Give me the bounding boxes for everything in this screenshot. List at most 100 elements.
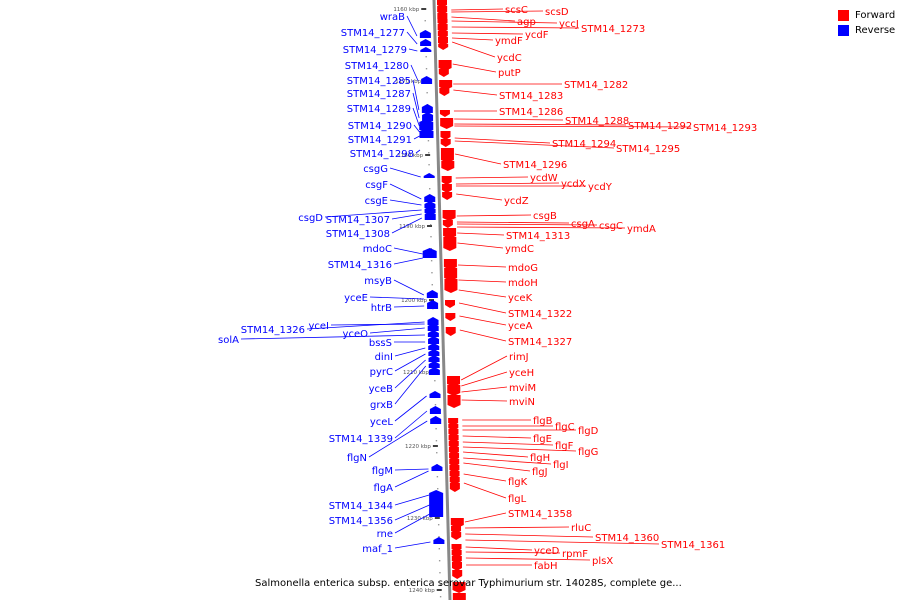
reverse-label-leader — [324, 209, 422, 218]
reverse-label-leader — [394, 410, 428, 439]
forward-gene — [442, 192, 453, 197]
forward-gene-arrow — [443, 248, 457, 251]
forward-label-stm14-1313: STM14_1313 — [506, 231, 570, 242]
forward-label-mdoh: mdoH — [508, 278, 538, 289]
map-caption: Salmonella enterica subsp. enterica sero… — [255, 578, 682, 589]
forward-label-ycdw: ycdW — [530, 173, 558, 184]
forward-gene — [439, 110, 450, 114]
tick-label: 1160 kbp — [393, 7, 419, 13]
reverse-gene-arrow — [423, 173, 435, 176]
reverse-gene — [428, 364, 440, 368]
forward-label-csga: csgA — [571, 219, 595, 230]
reverse-label-leader — [394, 359, 426, 389]
reverse-label-leader — [394, 353, 426, 372]
forward-gene — [437, 19, 448, 23]
forward-label-leader — [457, 232, 505, 236]
forward-label-stm14-1288: STM14_1288 — [565, 116, 629, 127]
forward-label-stm14-1283: STM14_1283 — [499, 91, 563, 102]
forward-label-leader — [465, 526, 570, 529]
reverse-label-leader — [394, 395, 427, 422]
forward-label-flgl: flgL — [508, 494, 527, 505]
reverse-gene-arrow — [420, 47, 432, 50]
forward-label-leader — [463, 457, 552, 465]
reverse-swatch — [838, 25, 849, 36]
tick-label: 1190 kbp — [399, 224, 425, 230]
forward-gene — [451, 556, 462, 561]
scale-dot — [424, 20, 426, 22]
forward-label-leader — [463, 451, 529, 458]
scale-dot — [437, 524, 440, 526]
forward-label-leader — [461, 371, 508, 387]
reverse-label-stm14-1326: STM14_1326 — [241, 325, 305, 336]
forward-label-ymdc: ymdC — [505, 244, 534, 255]
forward-gene — [451, 532, 462, 537]
forward-label-leader — [456, 221, 570, 224]
reverse-gene-arrow — [422, 112, 434, 115]
reverse-gene-arrow — [419, 119, 434, 122]
reverse-label-grxb: grxB — [370, 400, 393, 411]
forward-label-stm14-1295: STM14_1295 — [616, 144, 680, 155]
reverse-label-stm14-1291: STM14_1291 — [348, 135, 412, 146]
forward-gene-arrow — [439, 93, 450, 96]
reverse-gene — [428, 358, 440, 362]
forward-label-leader — [463, 473, 507, 482]
forward-label-leader — [463, 482, 507, 499]
forward-gene — [448, 441, 459, 446]
forward-gene-arrow — [438, 47, 449, 50]
forward-gene — [447, 395, 461, 405]
reverse-label-leader — [394, 470, 429, 488]
reverse-gene-arrow — [424, 211, 436, 214]
reverse-label-leader — [412, 107, 420, 127]
forward-gene — [440, 139, 451, 144]
forward-label-stm14-1358: STM14_1358 — [508, 509, 572, 520]
forward-gene — [437, 0, 447, 5]
forward-gene — [438, 69, 449, 74]
forward-gene-arrow — [441, 182, 452, 185]
forward-label-mvim: mviM — [509, 383, 536, 394]
reverse-label-leader — [415, 149, 421, 154]
forward-label-leader — [455, 153, 502, 165]
reverse-label-leader — [393, 279, 425, 296]
reverse-gene-arrow — [433, 537, 445, 540]
reverse-gene — [429, 493, 444, 517]
forward-label-leader — [454, 125, 692, 128]
scale-dot — [435, 440, 438, 442]
forward-gene — [445, 300, 455, 305]
forward-label-ycek: yceK — [508, 293, 533, 304]
forward-gene — [439, 80, 453, 87]
reverse-label-leader — [413, 124, 420, 133]
tick-label: 1170 kbp — [395, 79, 421, 85]
reverse-label-csge: csgE — [365, 196, 388, 207]
tick-label: 1200 kbp — [401, 298, 427, 304]
scale-dot — [431, 272, 433, 274]
reverse-gene — [424, 197, 436, 202]
forward-label-leader — [454, 123, 627, 126]
forward-gene — [437, 24, 448, 30]
reverse-label-leader — [330, 323, 425, 326]
scale-dot — [437, 488, 439, 490]
forward-gene-arrow — [441, 190, 452, 193]
reverse-label-leader — [410, 64, 419, 82]
reverse-gene — [427, 303, 439, 309]
forward-label-ycdy: ycdY — [588, 182, 613, 193]
reverse-label-maf-1: maf_1 — [362, 544, 393, 555]
reverse-gene-arrow — [427, 317, 439, 320]
forward-gene — [449, 453, 460, 458]
reverse-label-leader — [389, 167, 421, 178]
reverse-label-stm14-1339: STM14_1339 — [329, 434, 393, 445]
reverse-label-yceo: yceO — [343, 329, 369, 340]
reverse-label-leader — [394, 494, 430, 506]
reverse-gene-arrow — [427, 300, 439, 303]
forward-gene — [447, 376, 461, 384]
reverse-label-stm14-1344: STM14_1344 — [329, 501, 393, 512]
scale-dot — [439, 596, 442, 598]
scale-dot — [428, 164, 430, 166]
forward-label-yceh: yceH — [509, 368, 534, 379]
reverse-gene — [430, 419, 442, 424]
reverse-label-wrab: wraB — [380, 12, 405, 23]
reverse-gene — [431, 467, 443, 471]
forward-label-ymdf: ymdF — [495, 36, 523, 47]
reverse-gene-arrow — [428, 343, 440, 346]
reverse-label-leader — [391, 213, 422, 220]
reverse-label-leader — [369, 327, 425, 334]
